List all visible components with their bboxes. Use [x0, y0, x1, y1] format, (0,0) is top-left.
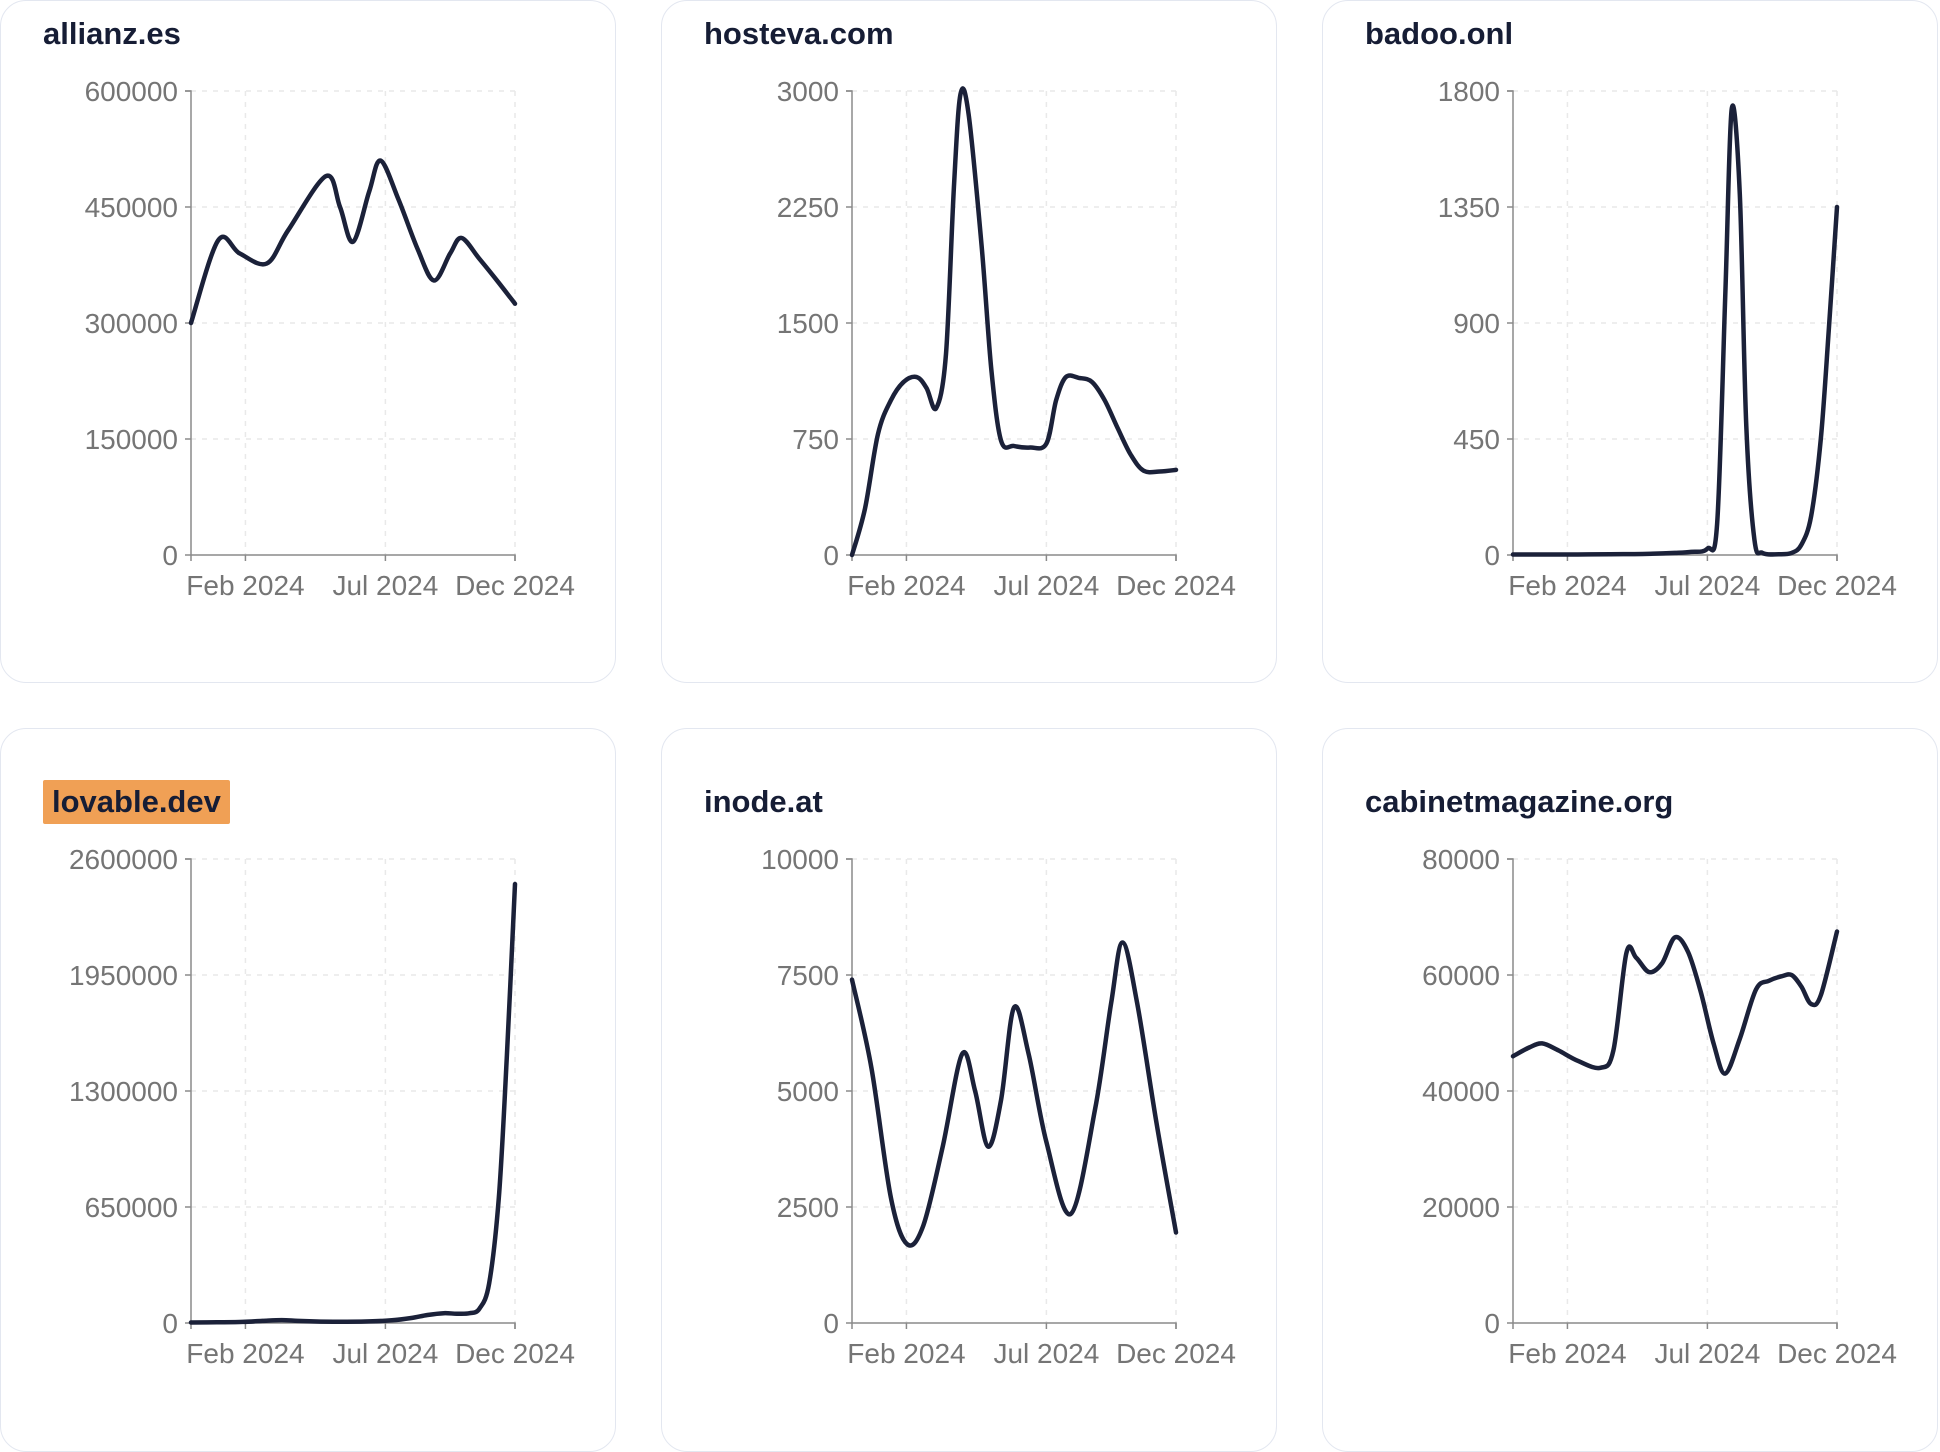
line-chart-inode-at: 0 2500 5000 7500 10000 Feb 2024 Jul 2024 Dec 20… [761, 844, 1236, 1369]
svg-text:Jul 2024: Jul 2024 [1654, 1338, 1760, 1369]
chart-title: badoo.onl [1365, 15, 1937, 53]
svg-text:150000: 150000 [85, 424, 178, 455]
svg-text:1300000: 1300000 [69, 1076, 178, 1107]
svg-text:0: 0 [162, 1308, 178, 1339]
chart-title: inode.at [704, 783, 1276, 821]
svg-text:5000: 5000 [777, 1076, 839, 1107]
domain-label: allianz.es [43, 16, 181, 51]
chart-card-inode-at[interactable]: inode.at 0 2500 5000 7500 10000 Feb 2024 Jul 2… [661, 728, 1277, 1452]
svg-text:Jul 2024: Jul 2024 [332, 570, 438, 601]
svg-text:80000: 80000 [1422, 844, 1500, 875]
svg-text:Jul 2024: Jul 2024 [993, 1338, 1099, 1369]
line-chart-cabinetmagazine-org: 0 20000 40000 60000 80000 Feb 2024 Jul 2024 Dec… [1422, 844, 1897, 1369]
chart-card-hosteva-com[interactable]: hosteva.com 0 750 1500 2250 3000 Feb 2024 Jul … [661, 0, 1277, 683]
svg-text:Dec 2024: Dec 2024 [1777, 1338, 1897, 1369]
chart-title: lovable.dev [43, 780, 615, 824]
svg-text:1950000: 1950000 [69, 960, 178, 991]
chart-card-lovable-dev[interactable]: lovable.dev 0 650000 1300000 1950000 2600000… [0, 728, 616, 1452]
chart-card-cabinetmagazine-org[interactable]: cabinetmagazine.org 0 20000 40000 60000 8000… [1322, 728, 1938, 1452]
svg-text:600000: 600000 [85, 76, 178, 107]
svg-text:900: 900 [1453, 308, 1500, 339]
svg-text:0: 0 [823, 1308, 839, 1339]
svg-text:450000: 450000 [85, 192, 178, 223]
svg-text:7500: 7500 [777, 960, 839, 991]
svg-text:Dec 2024: Dec 2024 [1777, 570, 1897, 601]
svg-text:60000: 60000 [1422, 960, 1500, 991]
chart-card-allianz-es[interactable]: allianz.es 0 150000 300000 450000 600000 Feb … [0, 0, 616, 683]
chart-title: cabinetmagazine.org [1365, 783, 1937, 821]
line-chart-hosteva-com: 0 750 1500 2250 3000 Feb 2024 Jul 2024 Dec 2024 [777, 76, 1236, 601]
svg-text:1500: 1500 [777, 308, 839, 339]
svg-text:2500: 2500 [777, 1192, 839, 1223]
svg-text:0: 0 [162, 540, 178, 571]
svg-text:750: 750 [792, 424, 839, 455]
svg-text:Feb 2024: Feb 2024 [1508, 1338, 1626, 1369]
svg-text:Dec 2024: Dec 2024 [455, 1338, 575, 1369]
svg-text:10000: 10000 [761, 844, 839, 875]
chart-title: hosteva.com [704, 15, 1276, 53]
svg-text:1350: 1350 [1438, 192, 1500, 223]
line-chart-allianz-es: 0 150000 300000 450000 600000 Feb 2024 Jul 202… [85, 76, 575, 601]
svg-text:Dec 2024: Dec 2024 [455, 570, 575, 601]
line-chart-badoo-onl: 0 450 900 1350 1800 Feb 2024 Jul 2024 Dec 2024 [1438, 76, 1897, 601]
line-chart-lovable-dev: 0 650000 1300000 1950000 2600000 Feb 2024 Jul … [69, 844, 575, 1369]
svg-text:3000: 3000 [777, 76, 839, 107]
domain-label: hosteva.com [704, 16, 894, 51]
domain-label: inode.at [704, 784, 823, 819]
svg-text:Jul 2024: Jul 2024 [332, 1338, 438, 1369]
svg-text:Feb 2024: Feb 2024 [1508, 570, 1626, 601]
svg-text:20000: 20000 [1422, 1192, 1500, 1223]
domain-label: cabinetmagazine.org [1365, 784, 1674, 819]
svg-text:Feb 2024: Feb 2024 [186, 1338, 304, 1369]
domain-label: badoo.onl [1365, 16, 1514, 51]
chart-title: allianz.es [43, 15, 615, 53]
svg-text:450: 450 [1453, 424, 1500, 455]
domain-label-highlighted: lovable.dev [43, 780, 230, 824]
svg-text:2600000: 2600000 [69, 844, 178, 875]
svg-text:1800: 1800 [1438, 76, 1500, 107]
svg-text:0: 0 [1484, 1308, 1500, 1339]
svg-text:650000: 650000 [85, 1192, 178, 1223]
svg-text:Feb 2024: Feb 2024 [847, 1338, 965, 1369]
svg-text:2250: 2250 [777, 192, 839, 223]
svg-text:Feb 2024: Feb 2024 [186, 570, 304, 601]
svg-text:Dec 2024: Dec 2024 [1116, 1338, 1236, 1369]
svg-text:Jul 2024: Jul 2024 [993, 570, 1099, 601]
svg-text:0: 0 [823, 540, 839, 571]
svg-text:Jul 2024: Jul 2024 [1654, 570, 1760, 601]
svg-text:40000: 40000 [1422, 1076, 1500, 1107]
svg-text:Dec 2024: Dec 2024 [1116, 570, 1236, 601]
svg-text:0: 0 [1484, 540, 1500, 571]
svg-text:300000: 300000 [85, 308, 178, 339]
svg-text:Feb 2024: Feb 2024 [847, 570, 965, 601]
chart-card-badoo-onl[interactable]: badoo.onl 0 450 900 1350 1800 Feb 2024 Jul 202… [1322, 0, 1938, 683]
